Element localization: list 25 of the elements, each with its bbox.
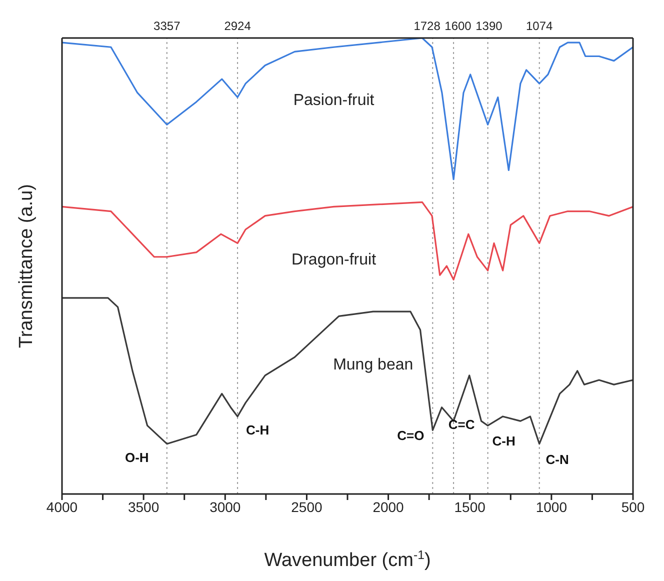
ref-line-label: 2924 [224,19,252,33]
series-label: Mung bean [333,356,414,374]
ref-line-label: 3357 [154,19,181,33]
ref-line-label: 1728 [414,19,441,33]
x-tick-label: 4000 [46,498,78,515]
annotation: C=C [448,417,476,432]
text: Pasion-fruit [293,92,375,110]
x-tick-label: 3500 [128,498,160,515]
y-axis-title: Transmittance (a.u) [16,184,37,348]
annotation: C-H [492,434,516,449]
ref-line-label: 1600 [444,19,472,33]
ref-line-label: 1074 [526,19,554,33]
x-tick-label: 2500 [291,498,322,515]
annotation: O-H [124,450,149,465]
x-tick-label: 1000 [536,498,568,515]
annotation: C=O [397,428,424,444]
x-tick-label: 2000 [372,498,404,515]
x-axis-title: Wavenumber (cm$^{-1}$) [264,548,431,571]
x-tick-label: 500 [621,498,645,515]
annotation: C-N [546,452,569,467]
x-tick-label: 1500 [454,498,486,515]
ref-line-label: 1390 [476,19,503,33]
text: Dragon-fruit [292,252,377,269]
annotation: C-H [246,422,270,438]
x-tick-label: 3000 [210,498,241,515]
